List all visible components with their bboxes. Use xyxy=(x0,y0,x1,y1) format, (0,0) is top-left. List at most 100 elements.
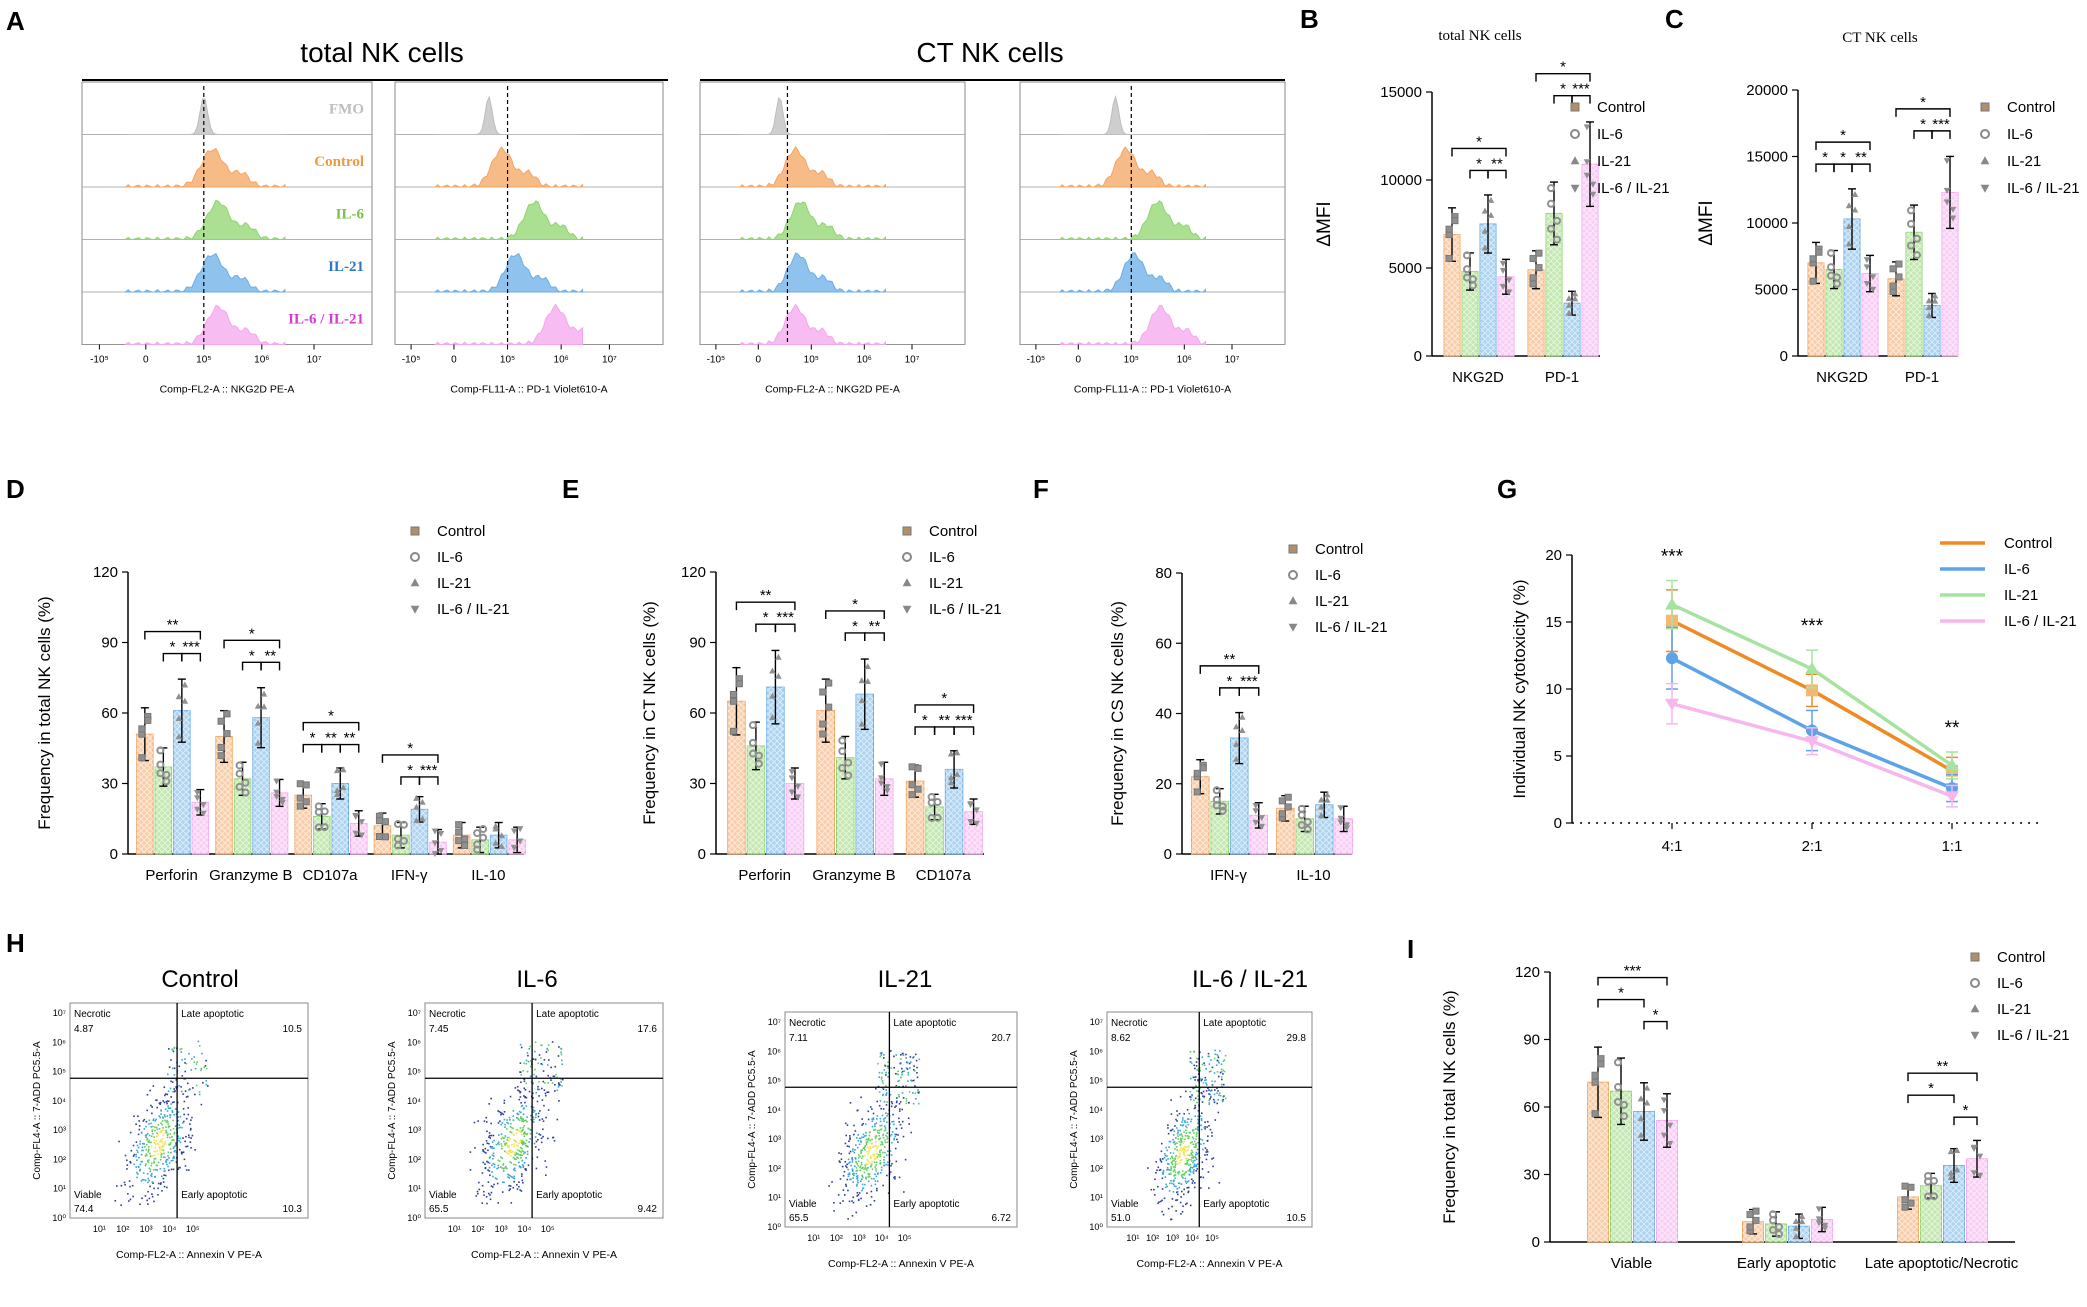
scatter-event xyxy=(166,1100,169,1102)
scatter-event xyxy=(493,1147,495,1150)
scatter-event xyxy=(478,1181,480,1184)
scatter-event xyxy=(1167,1132,1170,1135)
scatter-event xyxy=(194,1149,196,1151)
scatter-event xyxy=(523,1119,526,1122)
scatter-event xyxy=(879,1052,882,1055)
scatter-event xyxy=(855,1160,857,1163)
data-point xyxy=(1238,713,1246,720)
scatter-event xyxy=(860,1180,862,1183)
scatter-event xyxy=(185,1169,188,1171)
scatter-event xyxy=(869,1147,872,1150)
scatter-event xyxy=(917,1102,920,1105)
scatter-event xyxy=(481,1202,484,1204)
scatter-event xyxy=(913,1079,915,1082)
scatter-event xyxy=(504,1123,506,1126)
scatter-event xyxy=(1221,1083,1223,1086)
scatter-event xyxy=(520,1101,522,1104)
scatter-event xyxy=(1186,1186,1189,1189)
scatter-event xyxy=(180,1090,183,1093)
scatter-event xyxy=(546,1064,549,1066)
scatter-event xyxy=(521,1179,524,1182)
scatter-event xyxy=(190,1069,193,1071)
data-point xyxy=(419,798,426,805)
scatter-y-tick-label: 10¹ xyxy=(408,1184,421,1194)
scatter-x-tick-label: 10² xyxy=(116,1224,129,1234)
scatter-event xyxy=(154,1157,157,1160)
scatter-event xyxy=(1192,1161,1194,1164)
scatter-event xyxy=(882,1137,885,1139)
scatter-event xyxy=(1186,1109,1189,1111)
scatter-event xyxy=(1208,1055,1211,1058)
scatter-event xyxy=(855,1167,858,1169)
scatter-event xyxy=(523,1135,525,1138)
data-point xyxy=(1895,273,1903,281)
scatter-event xyxy=(167,1123,169,1125)
scatter-event xyxy=(882,1108,885,1110)
scatter-event xyxy=(1187,1190,1190,1193)
scatter-event xyxy=(866,1146,869,1148)
scatter-event xyxy=(523,1132,525,1134)
scatter-event xyxy=(506,1152,509,1154)
significance-star: * xyxy=(1822,149,1828,166)
scatter-event xyxy=(498,1134,500,1136)
scatter-event xyxy=(1182,1142,1185,1145)
scatter-event xyxy=(167,1105,169,1107)
scatter-event xyxy=(164,1093,167,1095)
scatter-event xyxy=(512,1119,515,1121)
scatter-event xyxy=(485,1152,487,1154)
scatter-event xyxy=(484,1147,487,1150)
scatter-event xyxy=(187,1082,189,1085)
scatter-event xyxy=(878,1071,881,1074)
scatter-event xyxy=(532,1116,535,1119)
scatter-y-label: Comp-FL4-A :: 7-ADD PC5.5-A xyxy=(387,1041,398,1180)
legend-label: IL-6 / IL-21 xyxy=(2004,613,2077,630)
legend-marker xyxy=(1570,102,1580,112)
scatter-event xyxy=(178,1148,181,1151)
scatter-event xyxy=(491,1186,494,1188)
y-tick-label: 20 xyxy=(1545,547,1562,564)
scatter-event xyxy=(1189,1142,1192,1144)
scatter-event xyxy=(1208,1089,1210,1091)
scatter-event xyxy=(865,1163,868,1166)
scatter-event xyxy=(504,1135,507,1138)
data-point xyxy=(1232,740,1240,747)
scatter-event xyxy=(148,1149,150,1151)
bar-hatch xyxy=(875,778,893,854)
scatter-event xyxy=(861,1124,863,1126)
scatter-event xyxy=(161,1120,164,1122)
data-point xyxy=(181,697,189,704)
scatter-event xyxy=(856,1169,859,1172)
scatter-event xyxy=(519,1166,522,1169)
scatter-event xyxy=(138,1169,141,1172)
scatter-event xyxy=(162,1145,165,1147)
scatter-event xyxy=(163,1114,166,1116)
bar-hatch xyxy=(747,745,765,854)
scatter-event xyxy=(854,1130,857,1132)
significance-bracket xyxy=(1487,169,1507,179)
scatter-event xyxy=(1193,1107,1196,1110)
scatter-event xyxy=(493,1139,495,1142)
data-point xyxy=(838,736,847,745)
scatter-event xyxy=(522,1150,525,1153)
scatter-event xyxy=(1189,1168,1192,1170)
scatter-event xyxy=(871,1138,873,1141)
scatter-event xyxy=(159,1183,162,1185)
y-axis-label: Frequency in CT NK cells (%) xyxy=(640,601,659,825)
data-point xyxy=(320,823,329,832)
scatter-event xyxy=(177,1168,180,1170)
scatter-event xyxy=(884,1129,887,1131)
data-point xyxy=(1827,263,1835,272)
scatter-event xyxy=(488,1170,491,1172)
scatter-event xyxy=(547,1109,550,1111)
scatter-event xyxy=(547,1059,550,1061)
scatter-event xyxy=(521,1120,523,1122)
data-point xyxy=(933,813,942,822)
scatter-event xyxy=(1176,1120,1178,1122)
scatter-event xyxy=(890,1164,892,1167)
histogram-peak xyxy=(124,147,286,188)
data-point xyxy=(1252,819,1260,826)
scatter-event xyxy=(1188,1173,1191,1176)
scatter-event xyxy=(1160,1150,1163,1153)
scatter-event xyxy=(1186,1121,1189,1123)
